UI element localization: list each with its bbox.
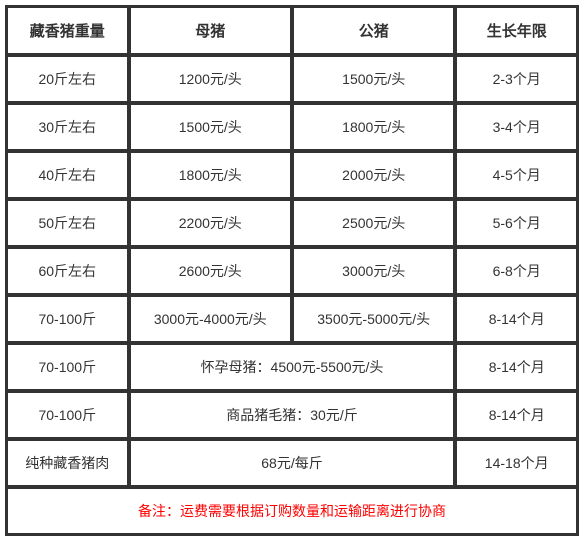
footer-row: 备注：运费需要根据订购数量和运输距离进行协商 xyxy=(7,488,577,534)
table-row: 30斤左右1500元/头1800元/头3-4个月 xyxy=(7,104,577,150)
cell-boar: 3500元-5000元/头 xyxy=(293,296,454,342)
cell-age: 6-8个月 xyxy=(456,248,577,294)
header-row: 藏香猪重量 母猪 公猪 生长年限 xyxy=(7,7,577,54)
footer-note: 备注：运费需要根据订购数量和运输距离进行协商 xyxy=(7,488,577,534)
cell-sow: 1800元/头 xyxy=(130,152,291,198)
table-row-merged: 纯种藏香猪肉68元/每斤14-18个月 xyxy=(7,440,577,486)
cell-sow: 1200元/头 xyxy=(130,56,291,102)
cell-age: 2-3个月 xyxy=(456,56,577,102)
table-row-merged: 70-100斤商品猪毛猪：30元/斤8-14个月 xyxy=(7,392,577,438)
header-sow: 母猪 xyxy=(130,7,291,54)
header-age: 生长年限 xyxy=(456,7,577,54)
cell-merged: 怀孕母猪：4500元-5500元/头 xyxy=(130,344,455,390)
header-weight: 藏香猪重量 xyxy=(7,7,128,54)
cell-weight: 40斤左右 xyxy=(7,152,128,198)
cell-weight: 70-100斤 xyxy=(7,344,128,390)
cell-age: 8-14个月 xyxy=(456,344,577,390)
cell-sow: 1500元/头 xyxy=(130,104,291,150)
cell-age: 14-18个月 xyxy=(456,440,577,486)
cell-age: 3-4个月 xyxy=(456,104,577,150)
cell-boar: 2500元/头 xyxy=(293,200,454,246)
cell-sow: 2200元/头 xyxy=(130,200,291,246)
cell-boar: 1800元/头 xyxy=(293,104,454,150)
cell-merged: 68元/每斤 xyxy=(130,440,455,486)
cell-merged: 商品猪毛猪：30元/斤 xyxy=(130,392,455,438)
table-row: 40斤左右1800元/头2000元/头4-5个月 xyxy=(7,152,577,198)
cell-weight: 20斤左右 xyxy=(7,56,128,102)
price-table: 藏香猪重量 母猪 公猪 生长年限 20斤左右1200元/头1500元/头2-3个… xyxy=(5,5,579,536)
table-row-merged: 70-100斤怀孕母猪：4500元-5500元/头8-14个月 xyxy=(7,344,577,390)
table-row: 20斤左右1200元/头1500元/头2-3个月 xyxy=(7,56,577,102)
table-row: 60斤左右2600元/头3000元/头6-8个月 xyxy=(7,248,577,294)
cell-age: 8-14个月 xyxy=(456,392,577,438)
table-row: 50斤左右2200元/头2500元/头5-6个月 xyxy=(7,200,577,246)
cell-sow: 3000元-4000元/头 xyxy=(130,296,291,342)
cell-weight: 纯种藏香猪肉 xyxy=(7,440,128,486)
cell-weight: 70-100斤 xyxy=(7,392,128,438)
cell-age: 5-6个月 xyxy=(456,200,577,246)
cell-age: 8-14个月 xyxy=(456,296,577,342)
table-row: 70-100斤3000元-4000元/头3500元-5000元/头8-14个月 xyxy=(7,296,577,342)
cell-boar: 1500元/头 xyxy=(293,56,454,102)
cell-boar: 3000元/头 xyxy=(293,248,454,294)
cell-weight: 70-100斤 xyxy=(7,296,128,342)
cell-weight: 50斤左右 xyxy=(7,200,128,246)
cell-weight: 30斤左右 xyxy=(7,104,128,150)
header-boar: 公猪 xyxy=(293,7,454,54)
cell-age: 4-5个月 xyxy=(456,152,577,198)
cell-sow: 2600元/头 xyxy=(130,248,291,294)
cell-weight: 60斤左右 xyxy=(7,248,128,294)
cell-boar: 2000元/头 xyxy=(293,152,454,198)
